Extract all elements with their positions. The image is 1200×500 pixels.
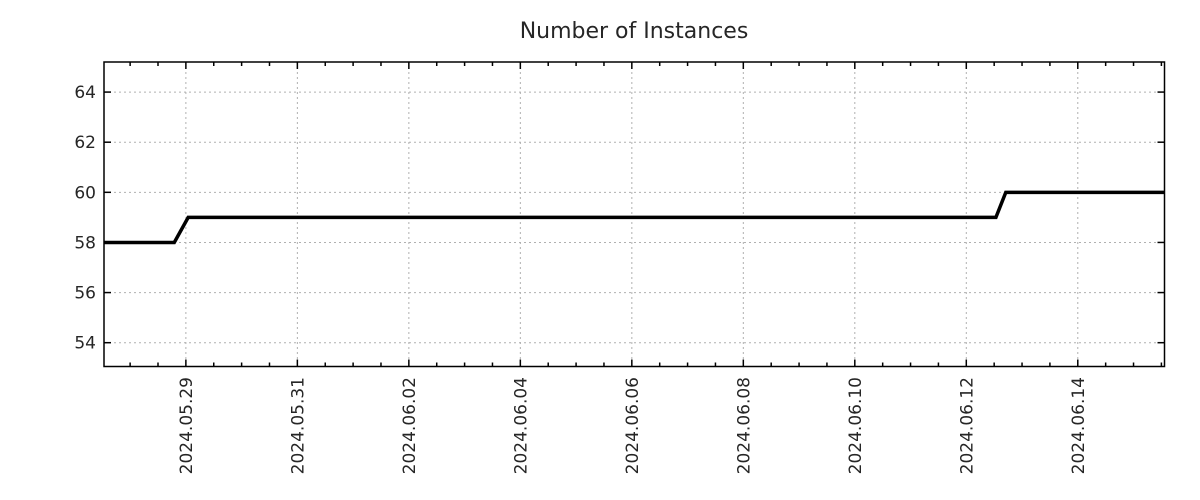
x-tick-label: 2024.06.14 xyxy=(1069,377,1089,474)
y-tick-labels: 54 56 58 60 62 64 xyxy=(74,83,96,354)
gridlines xyxy=(104,62,1165,367)
y-tick-label: 58 xyxy=(74,233,96,253)
plot-border xyxy=(103,61,1166,368)
x-tick-label: 2024.06.06 xyxy=(623,377,643,474)
y-tick-label: 56 xyxy=(74,284,96,304)
x-tick-label: 2024.05.31 xyxy=(288,377,308,474)
axis-ticks xyxy=(104,62,1165,367)
x-tick-label: 2024.06.02 xyxy=(400,377,420,474)
x-tick-label: 2024.06.08 xyxy=(734,377,754,474)
x-tick-labels: 2024.05.29 2024.05.31 2024.06.02 2024.06.04… xyxy=(177,377,1089,474)
x-tick-label: 2024.06.04 xyxy=(511,377,531,474)
x-tick-label: 2024.06.12 xyxy=(957,377,977,474)
y-tick-label: 64 xyxy=(74,83,96,103)
instances-series-line xyxy=(104,190,1165,245)
x-tick-label: 2024.06.10 xyxy=(846,377,866,474)
chart-title: Number of Instances xyxy=(520,19,749,44)
y-tick-label: 60 xyxy=(74,183,96,203)
x-tick-label: 2024.05.29 xyxy=(177,377,197,474)
y-tick-label: 54 xyxy=(74,334,96,354)
y-tick-label: 62 xyxy=(74,133,96,153)
